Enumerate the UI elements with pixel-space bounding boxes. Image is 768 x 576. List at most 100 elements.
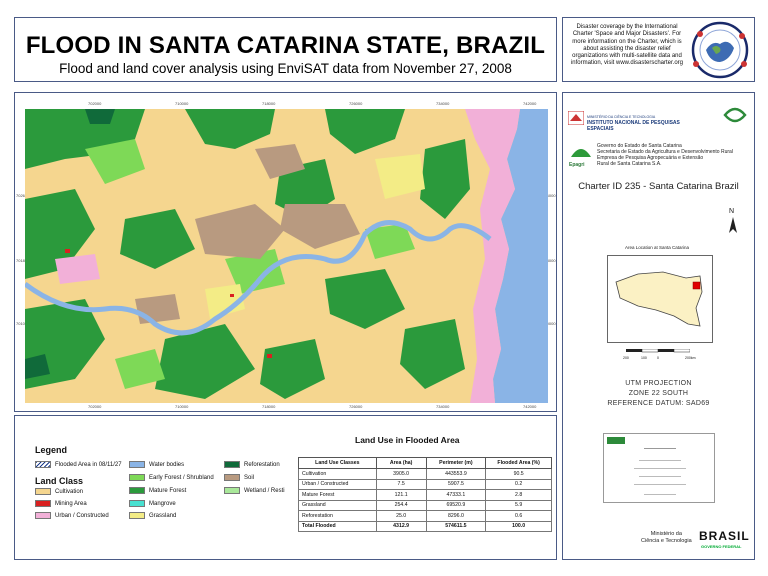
table-header-cell: Land Use Classes: [298, 457, 377, 469]
forest-area: [120, 209, 195, 269]
charter-info-text: Disaster coverage by the International C…: [570, 24, 684, 67]
legend-item-urban: Urban / Constructed: [35, 512, 109, 520]
map-tick-top: 734000: [436, 101, 450, 106]
cirsm-logo: [607, 437, 625, 444]
forest-area: [325, 109, 405, 154]
map-tick-top: 702000: [88, 101, 102, 106]
legend-swatch: [224, 474, 240, 481]
map-subtitle: Flood and land cover analysis using Envi…: [59, 61, 512, 76]
table-header-cell: Area (ha): [375, 457, 427, 469]
map-tick-bottom: 726000: [349, 404, 363, 409]
table-cell: 100.0: [485, 520, 552, 532]
mining-area: [267, 354, 272, 358]
table-title: Land Use in Flooded Area: [355, 435, 460, 445]
grassland-area: [375, 154, 425, 199]
ministry-text: Ministério da Ciência e Tecnologia: [641, 531, 692, 544]
map-tick-left: 7018000: [16, 258, 32, 263]
table-cell: 254.4: [375, 499, 427, 511]
table-cell: Grassland: [298, 499, 377, 511]
forest-area: [420, 139, 470, 219]
soil-area: [280, 204, 360, 249]
soil-area: [195, 204, 285, 259]
river: [25, 220, 492, 336]
table-cell: 25.0: [375, 510, 427, 522]
land-cover-map[interactable]: [25, 109, 548, 403]
table-header-cell: Flooded Area (%): [485, 457, 552, 469]
table-cell: 574611.5: [425, 520, 487, 532]
legend-swatch: [224, 487, 240, 494]
map-tick-top: 726000: [349, 101, 363, 106]
legend-item-mature-forest: Mature Forest: [129, 487, 186, 495]
table-cell: 0.2: [485, 478, 552, 490]
flooded-swatch: [35, 461, 51, 468]
legend-panel: Legend Flooded Area in 08/11/27 Land Cla…: [14, 415, 557, 560]
legend-swatch: [35, 488, 51, 495]
early-forest-area: [365, 224, 415, 259]
legend-item-water: Water bodies: [129, 461, 184, 469]
scale-tick: 200: [623, 356, 629, 360]
forest-area: [400, 319, 465, 389]
map-tick-bottom: 702000: [88, 404, 102, 409]
coastal-urban-area: [465, 109, 520, 403]
land-use-table: Land Use Classes Area (ha) Perimeter (m)…: [298, 457, 552, 532]
map-panel: 702000 710000 718000 726000 734000 74200…: [14, 92, 557, 412]
legend-swatch: [129, 500, 145, 507]
forest-area: [25, 109, 145, 169]
early-forest-area: [85, 139, 145, 184]
epagri-line: Empresa de Pesquisa Agropecuária e Exten…: [597, 155, 704, 161]
forest-area: [185, 109, 275, 149]
projection-line: REFERENCE DATUM: SAD69: [607, 400, 710, 407]
government-logo: [723, 107, 747, 123]
forest-area: [325, 269, 405, 329]
table-cell: 8296.0: [425, 510, 487, 522]
table-row: Mature Forest 121.1 47333.1 2.8: [298, 489, 552, 501]
legend-item-early-forest: Early Forest / Shrubland: [129, 474, 214, 482]
ministry-line: Ciência e Tecnologia: [641, 537, 692, 544]
charter-globe-logo: [691, 21, 749, 79]
map-title: FLOOD IN SANTA CATARINA STATE, BRAZIL: [25, 32, 546, 59]
table-cell: 5907.5: [425, 478, 487, 490]
table-cell: 3905.0: [375, 468, 427, 480]
legend-swatch: [129, 461, 145, 468]
epagri-line: Secretaria de Estado da Agricultura e De…: [597, 149, 733, 155]
epagri-line: Governo do Estado de Santa Catarina: [597, 143, 682, 149]
table-cell: 443553.9: [425, 468, 487, 480]
map-tick-bottom: 742000: [523, 404, 537, 409]
legend-swatch: [129, 487, 145, 494]
inpe-ministry-text: MINISTÉRIO DA CIÊNCIA E TECNOLOGIA: [587, 115, 656, 119]
table-header-row: Land Use Classes Area (ha) Perimeter (m)…: [298, 457, 552, 469]
grassland-area: [205, 284, 245, 319]
table-cell: 47333.1: [425, 489, 487, 501]
table-cell: 7.5: [375, 478, 427, 490]
inset-state-map: [615, 271, 703, 327]
ocean-area: [493, 109, 548, 403]
table-row: Urban / Constructed 7.5 5907.5 0.2: [298, 478, 552, 490]
epagri-line: Rural de Santa Catarina S.A.: [597, 161, 662, 167]
forest-area: [25, 189, 95, 279]
legend-swatch: [129, 474, 145, 481]
table-cell: Cultivation: [298, 468, 377, 480]
map-tick-bottom: 734000: [436, 404, 450, 409]
inpe-logo: [568, 111, 584, 125]
legend-swatch: [224, 461, 240, 468]
mining-area: [230, 294, 234, 297]
scale-tick: 0: [657, 356, 659, 360]
table-cell: Urban / Constructed: [298, 478, 377, 490]
title-panel: FLOOD IN SANTA CATARINA STATE, BRAZIL Fl…: [14, 17, 557, 82]
soil-area: [135, 294, 180, 324]
table-cell: 0.6: [485, 510, 552, 522]
table-cell: Total Flooded: [298, 520, 377, 532]
early-forest-area: [115, 349, 165, 389]
legend-item-wetland: Wetland / Resti: [224, 487, 285, 495]
legend-item-cultivation: Cultivation: [35, 488, 83, 496]
table-cell: 2.8: [485, 489, 552, 501]
epagri-logo: [571, 149, 591, 157]
legend-item-reforestation: Reforestation: [224, 461, 280, 469]
mining-area: [65, 249, 70, 253]
map-tick-left: 7010000: [16, 321, 32, 326]
charter-panel: Disaster coverage by the International C…: [562, 17, 755, 82]
map-tick-top: 742000: [523, 101, 537, 106]
epagri-text: Governo do Estado de Santa Catarina Secr…: [597, 143, 752, 167]
legend-item-grassland: Grassland: [129, 512, 176, 520]
projection-line: ZONE 22 SOUTH: [628, 390, 689, 397]
